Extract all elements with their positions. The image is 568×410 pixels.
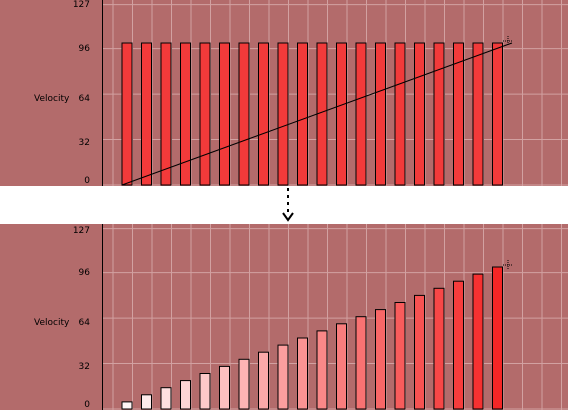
velocity-bar xyxy=(238,358,250,410)
y-tick-96: 96 xyxy=(78,268,90,278)
velocity-bar xyxy=(219,42,230,186)
y-tick-64: 64 xyxy=(78,318,90,328)
velocity-bar xyxy=(258,351,269,410)
velocity-bar xyxy=(297,337,308,410)
crosshair-icon xyxy=(503,36,513,46)
velocity-bar xyxy=(160,387,172,410)
velocity-plot-before[interactable] xyxy=(103,0,568,186)
velocity-bar xyxy=(121,401,133,410)
y-tick-0: 0 xyxy=(84,176,90,186)
velocity-bar xyxy=(316,42,328,186)
y-axis-line xyxy=(102,224,103,410)
velocity-bar xyxy=(180,42,191,186)
velocity-bar xyxy=(414,42,425,186)
velocity-bar xyxy=(199,373,211,410)
velocity-bar xyxy=(375,309,386,410)
y-tick-64: 64 xyxy=(78,94,90,104)
velocity-bar xyxy=(414,294,425,410)
velocity-bar xyxy=(141,394,152,410)
y-tick-127: 127 xyxy=(72,0,90,10)
velocity-lane-label: Velocity xyxy=(34,318,70,328)
dotted-arrow-down-icon xyxy=(282,188,294,222)
velocity-bar xyxy=(375,42,386,186)
y-tick-32: 32 xyxy=(78,138,90,148)
velocity-bar xyxy=(336,323,347,410)
velocity-bar xyxy=(199,42,211,186)
velocity-bar xyxy=(472,273,484,410)
velocity-bar xyxy=(453,280,464,410)
velocity-bar xyxy=(277,42,289,186)
velocity-plot-after[interactable] xyxy=(103,224,568,410)
velocity-bar xyxy=(355,316,367,410)
ramp-line-tool xyxy=(121,42,513,186)
y-tick-96: 96 xyxy=(78,44,90,54)
velocity-bar xyxy=(121,42,133,186)
velocity-bar xyxy=(336,42,347,186)
velocity-bar xyxy=(180,380,191,410)
crosshair-icon xyxy=(503,260,513,270)
velocity-bar xyxy=(492,42,503,186)
velocity-bar xyxy=(160,42,172,186)
velocity-bar xyxy=(258,42,269,186)
velocity-bar xyxy=(433,287,445,410)
velocity-bar xyxy=(355,42,367,186)
velocity-bar xyxy=(433,42,445,186)
velocity-editor-after[interactable]: Velocity 127 96 64 32 0 xyxy=(0,224,568,410)
velocity-bar xyxy=(238,42,250,186)
velocity-bar xyxy=(472,42,484,186)
y-tick-127: 127 xyxy=(72,226,90,236)
velocity-lane-label: Velocity xyxy=(34,94,70,104)
velocity-bar xyxy=(277,344,289,410)
velocity-bar xyxy=(141,42,152,186)
y-tick-0: 0 xyxy=(84,400,90,410)
velocity-bar xyxy=(453,42,464,186)
velocity-bar xyxy=(394,42,406,186)
velocity-bar xyxy=(297,42,308,186)
y-axis-line xyxy=(102,0,103,186)
velocity-bar xyxy=(219,365,230,410)
y-tick-32: 32 xyxy=(78,362,90,372)
velocity-bar xyxy=(492,266,503,410)
velocity-bar xyxy=(316,330,328,410)
velocity-bar xyxy=(394,302,406,410)
velocity-editor-before[interactable]: Velocity 127 96 64 32 0 xyxy=(0,0,568,186)
